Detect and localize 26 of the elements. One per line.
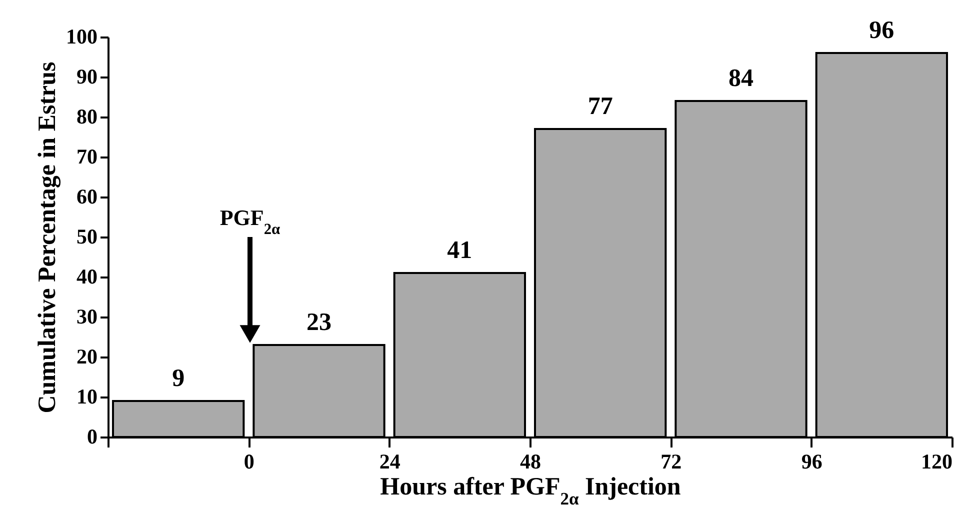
data-label: 84 (728, 65, 754, 92)
y-tick-label: 0 (87, 424, 98, 448)
x-tick-label: 96 (801, 450, 822, 474)
x-tick-label: 0 (244, 450, 254, 474)
data-label: 41 (447, 237, 472, 264)
data-label: 96 (869, 17, 894, 44)
y-axis-title: Cumulative Percentage in Estrus (34, 61, 61, 414)
x-axis-title: Hours after PGF$_{2α}$ Injection (380, 474, 681, 508)
x-tick-label: 48 (520, 450, 541, 474)
annotation: PGF$_{2α}$ (220, 205, 281, 238)
y-tick-label: 70 (76, 144, 98, 168)
y-tick-label: 10 (76, 384, 98, 408)
data-label: 77 (588, 93, 613, 120)
y-tick-label: 90 (76, 64, 98, 88)
y-tick-label: 30 (76, 304, 98, 328)
x-tick-label: 72 (660, 450, 682, 474)
data-label: 23 (306, 309, 332, 336)
y-tick-label: 80 (76, 104, 98, 128)
y-tick-label: 50 (76, 224, 98, 248)
x-tick-label: 24 (379, 450, 401, 474)
y-tick-label: 100 (66, 24, 98, 48)
x-tick-label: 120 (921, 450, 952, 474)
y-tick-label: 20 (76, 344, 98, 368)
data-label: 9 (172, 365, 185, 392)
y-tick-label: 40 (76, 264, 98, 288)
y-tick-label: 60 (76, 184, 98, 208)
